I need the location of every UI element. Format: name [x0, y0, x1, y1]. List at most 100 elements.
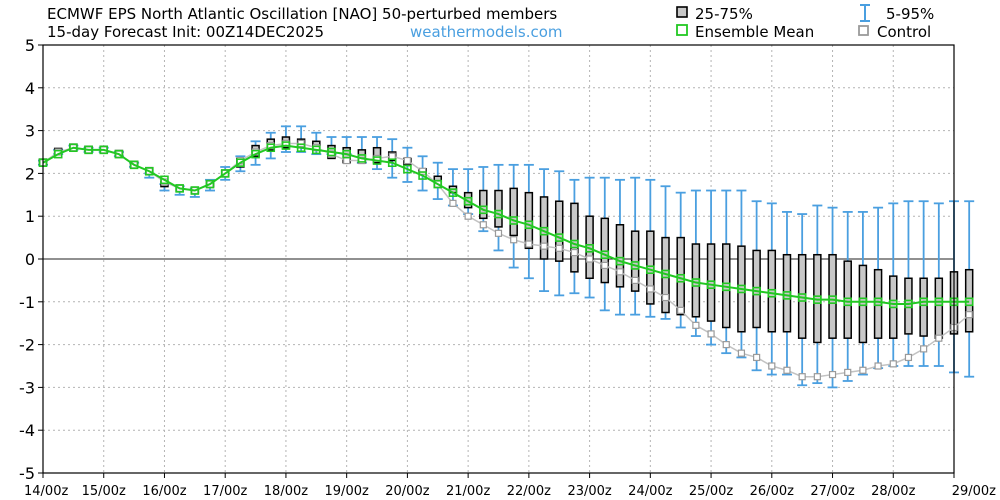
grid-lines: [43, 45, 954, 473]
x-tick-label: 20/00z: [385, 484, 429, 499]
mean-point-25: [418, 171, 427, 180]
control-point-50: [798, 373, 806, 381]
control-point-29: [479, 221, 487, 229]
mean-point-47: [752, 286, 761, 296]
control-point-44: [707, 330, 715, 338]
mean-point-30: [494, 209, 503, 219]
legend-iqr-swatch: [676, 6, 688, 18]
y-tick-label: -3: [19, 378, 35, 397]
legend-iqr-label: 25-75%: [695, 5, 753, 23]
mean-point-2: [69, 143, 78, 153]
mean-point-35: [570, 239, 579, 249]
ensemble-mean-series: [38, 141, 974, 309]
mean-point-12: [220, 169, 230, 178]
control-point-37: [601, 261, 609, 270]
mean-point-20: [342, 149, 351, 159]
control-point-51: [813, 373, 821, 381]
mean-point-23: [387, 158, 397, 167]
legend-range-swatch: [860, 4, 870, 22]
x-tick-label: 26/00z: [750, 484, 794, 499]
control-point-23: [388, 152, 396, 160]
mean-point-43: [691, 278, 701, 287]
box-44: [706, 243, 716, 322]
mean-point-56: [888, 299, 898, 309]
mean-point-34: [554, 233, 564, 242]
box-29: [479, 189, 488, 220]
control-point-42: [677, 306, 685, 314]
mean-point-50: [797, 293, 807, 302]
mean-point-39: [630, 261, 640, 270]
mean-point-27: [448, 188, 458, 197]
box-58: [919, 277, 928, 337]
x-tick-label: 23/00z: [567, 484, 611, 499]
y-axis-ticks: 5 4 3 2 1 0 -1 -2 -3 -4 -5: [19, 36, 43, 483]
mean-point-22: [372, 156, 382, 165]
x-tick-label: 16/00z: [142, 484, 186, 499]
control-point-35: [570, 248, 579, 257]
box-34: [554, 200, 564, 262]
box-53: [843, 260, 852, 339]
mean-point-4: [99, 145, 109, 155]
mean-point-17: [296, 143, 306, 153]
mean-point-13: [236, 158, 245, 167]
box-55: [873, 268, 883, 339]
mean-point-59: [934, 297, 944, 307]
control-point-27: [449, 199, 457, 207]
mean-point-37: [600, 250, 610, 260]
x-tick-label: 28/00z: [871, 484, 915, 499]
x-axis-ticks: 14/00z 15/00z 16/00z 17/00z 18/00z 19/00z 20/0…: [24, 473, 996, 499]
control-point-41: [661, 293, 670, 302]
box-30: [494, 189, 503, 228]
mean-point-40: [646, 265, 655, 275]
mean-point-45: [721, 282, 731, 292]
mean-point-9: [175, 184, 184, 193]
box-31: [509, 187, 518, 237]
y-tick-label: -2: [19, 336, 35, 355]
mean-point-8: [160, 175, 169, 185]
mean-point-24: [403, 164, 412, 174]
control-point-24: [403, 156, 411, 165]
control-point-56: [889, 360, 897, 368]
mean-point-36: [585, 244, 594, 253]
control-point-30: [494, 229, 503, 237]
mean-point-6: [129, 160, 139, 170]
mean-point-53: [843, 297, 853, 307]
control-point-38: [616, 268, 624, 276]
box-54: [858, 264, 868, 344]
control-point-55: [874, 362, 882, 370]
legend-range-label: 5-95%: [886, 5, 934, 23]
control-point-28: [464, 212, 472, 220]
mean-point-54: [858, 297, 868, 307]
mean-point-19: [327, 147, 336, 157]
control-point-20: [343, 156, 351, 165]
mean-point-5: [114, 149, 124, 159]
y-tick-label: 2: [25, 164, 35, 183]
mean-point-51: [813, 295, 822, 304]
x-tick-label: 15/00z: [82, 484, 126, 499]
y-tick-label: -5: [19, 464, 35, 483]
mean-point-38: [615, 256, 625, 266]
legend-control-swatch: [858, 25, 869, 36]
mean-point-41: [661, 269, 670, 279]
x-tick-label: 24/00z: [628, 484, 672, 499]
control-point-48: [768, 362, 776, 370]
mean-point-1: [53, 149, 63, 159]
x-tick-label: 21/00z: [446, 484, 490, 499]
mean-point-32: [524, 220, 534, 230]
box-35: [570, 202, 579, 273]
mean-point-49: [782, 291, 792, 300]
mean-point-57: [904, 299, 913, 309]
box-43: [691, 243, 701, 318]
x-tick-label: 29/00z: [952, 484, 996, 499]
mean-point-15: [266, 143, 276, 153]
control-point-59: [935, 334, 943, 342]
y-tick-label: 3: [25, 122, 35, 141]
control-point-54: [859, 366, 867, 374]
mean-point-61: [964, 297, 974, 307]
control-point-43: [692, 321, 700, 329]
x-tick-label: 19/00z: [325, 484, 369, 499]
box-48: [767, 249, 777, 333]
chart-title: ECMWF EPS North Atlantic Oscillation [NA…: [47, 5, 557, 23]
x-tick-label: 18/00z: [264, 484, 308, 499]
